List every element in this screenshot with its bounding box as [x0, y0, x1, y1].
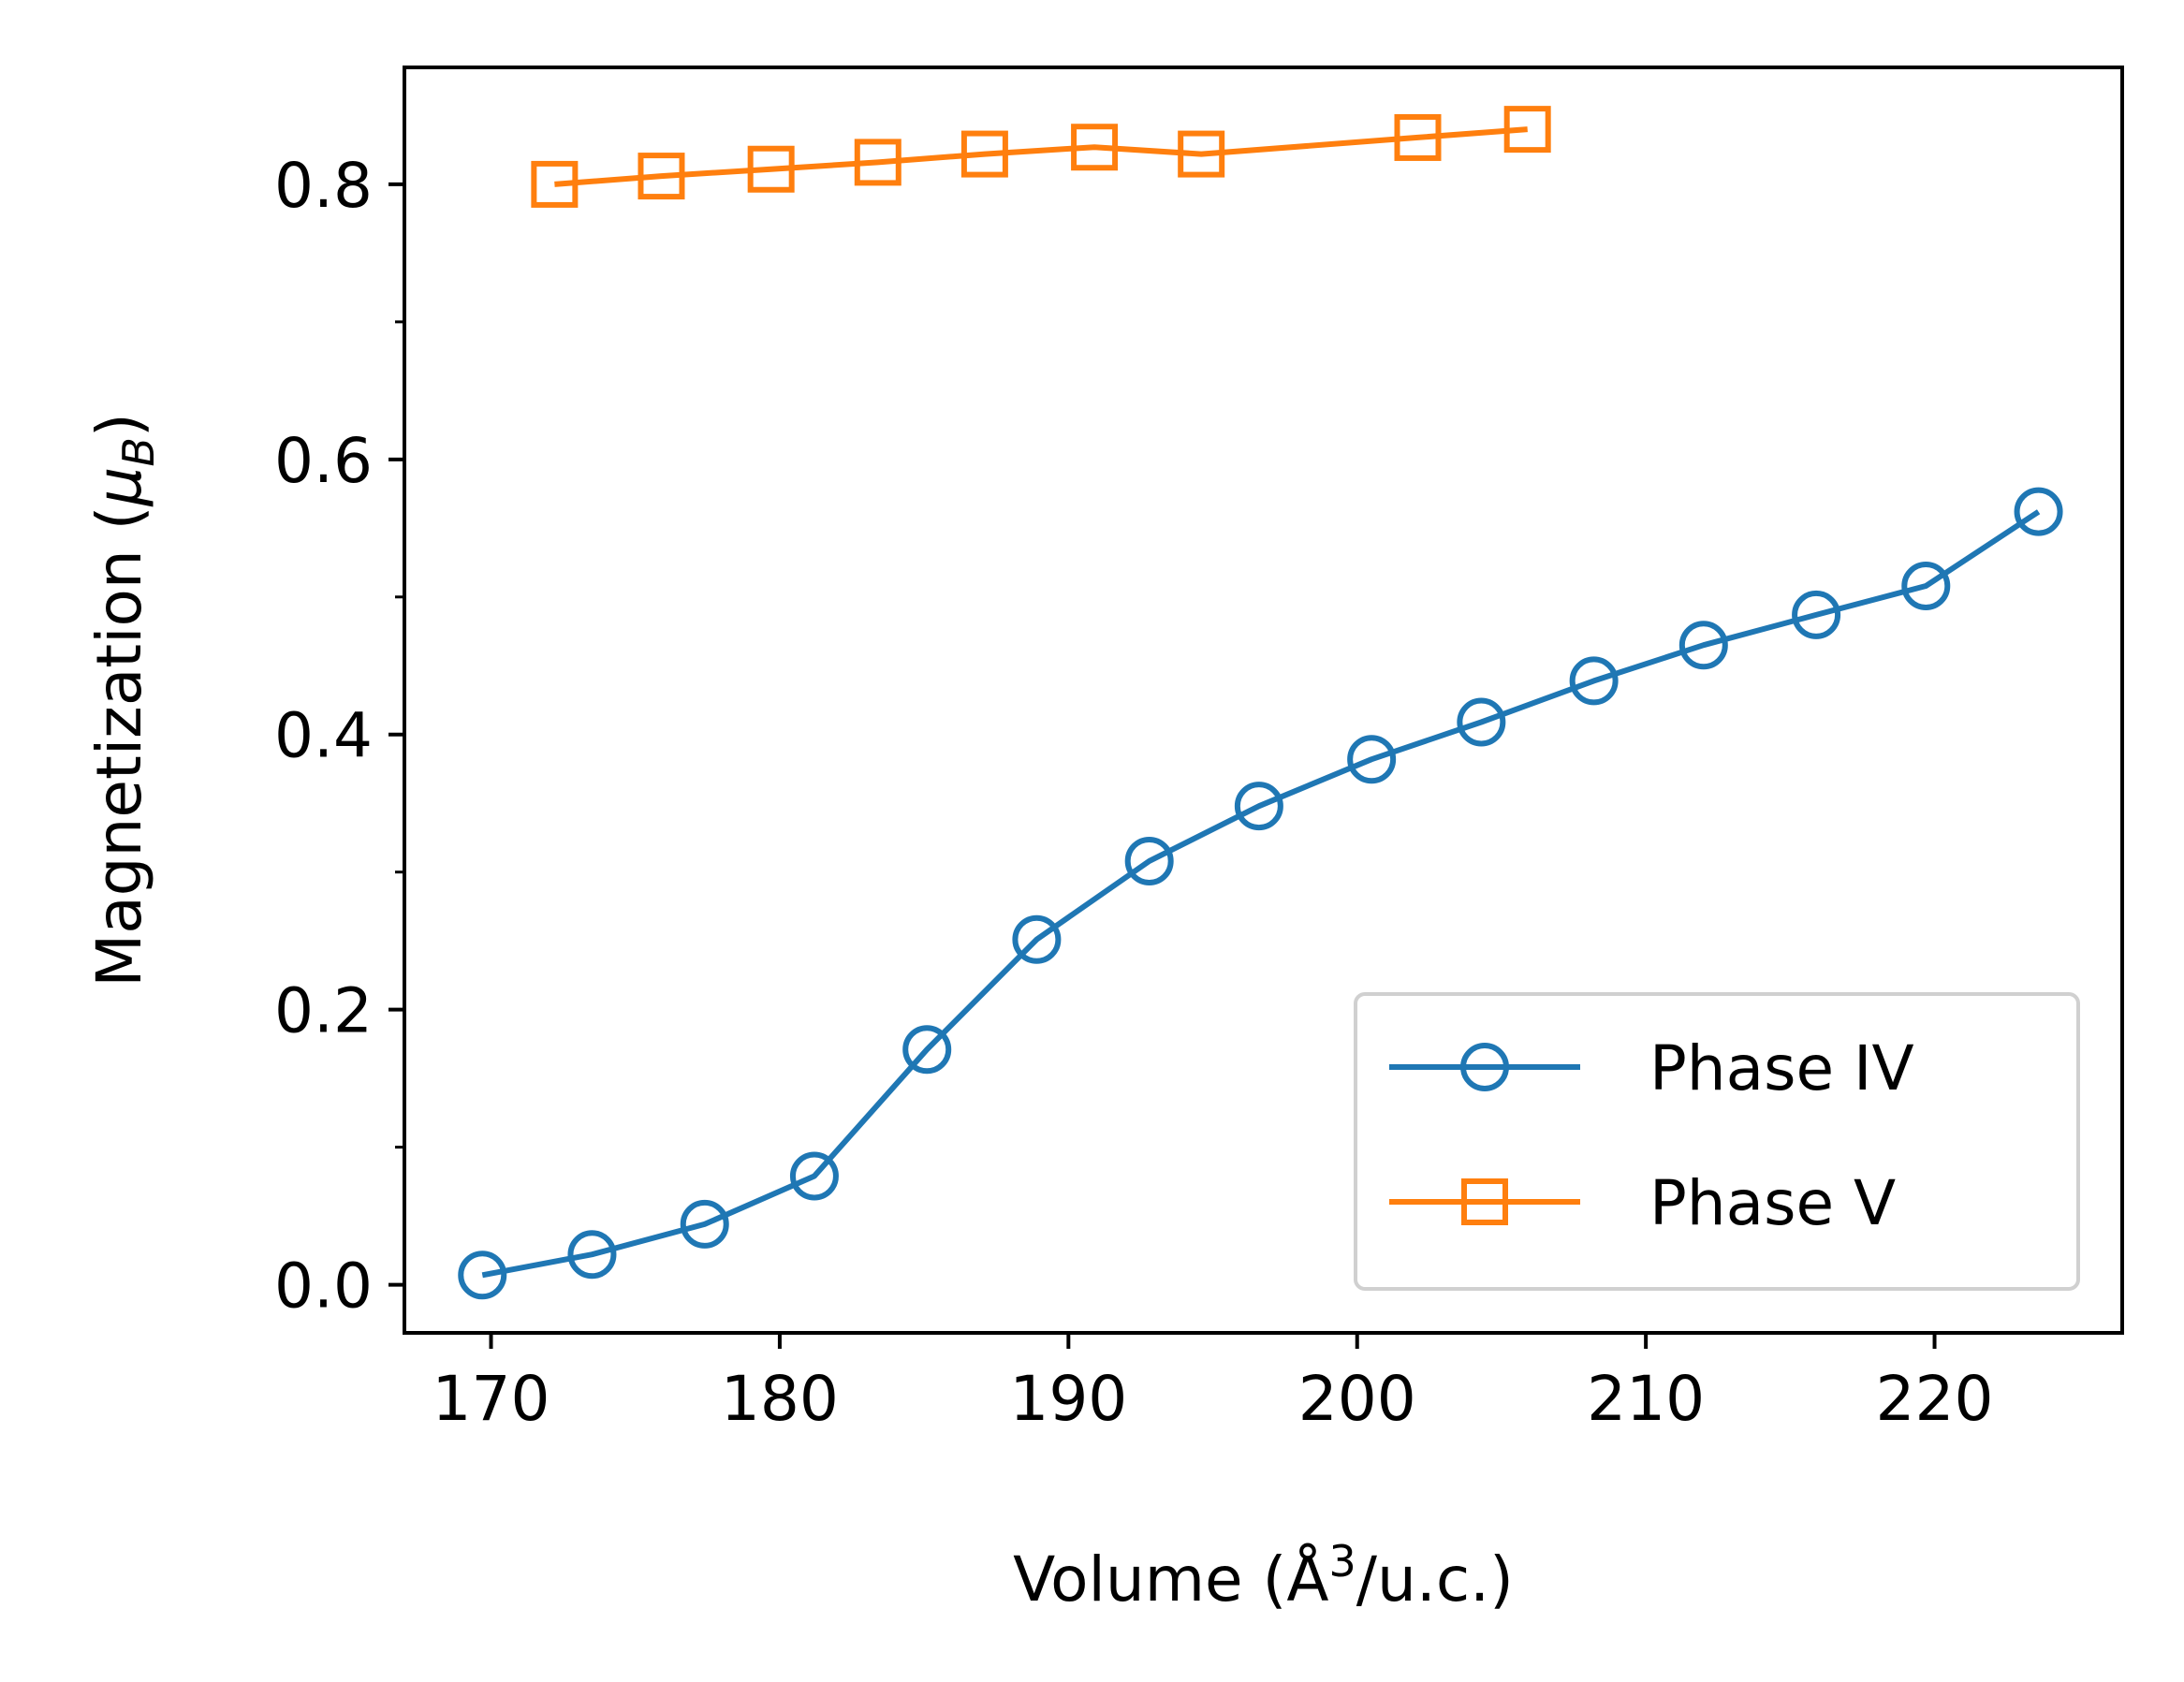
axes-frame: [403, 66, 2124, 1335]
data-point: [458, 1251, 507, 1300]
data-point: [680, 1199, 729, 1249]
data-point: [747, 145, 795, 193]
x-tick-label-220: 220: [1876, 1363, 1994, 1435]
x-tick-label-180: 180: [721, 1363, 839, 1435]
x-axis-title: Volume (Å3/u.c.): [1013, 1536, 1514, 1616]
y-tick-label-0.8: 0.8: [274, 150, 373, 222]
y-tick-label-0.2: 0.2: [274, 975, 373, 1047]
series-line: [554, 126, 1528, 187]
y-tick-label-0.0: 0.0: [274, 1251, 373, 1323]
data-point: [1792, 590, 1841, 639]
data-point: [1569, 656, 1619, 706]
data-point: [1071, 124, 1119, 171]
data-point: [960, 130, 1008, 178]
data-point: [1178, 130, 1225, 178]
x-tick-label-170: 170: [432, 1363, 550, 1435]
data-point: [789, 1151, 839, 1201]
data-point: [1347, 735, 1397, 784]
x-tick-label-190: 190: [1009, 1363, 1127, 1435]
data-point: [1457, 697, 1506, 747]
x-tick-label-210: 210: [1587, 1363, 1705, 1435]
x-tick-label-200: 200: [1298, 1363, 1416, 1435]
data-point: [531, 160, 579, 208]
data-point: [1901, 562, 1951, 611]
data-point: [567, 1230, 617, 1280]
y-axis-title: Magnetization (μB): [83, 413, 164, 987]
legend: Phase IV Phase V: [1354, 992, 2080, 1291]
data-point: [1012, 914, 1062, 964]
y-tick-label-0.6: 0.6: [274, 425, 373, 497]
data-point: [1394, 113, 1442, 161]
data-point: [1678, 621, 1728, 670]
y-tick-label-0.4: 0.4: [274, 700, 373, 772]
series-phase-v: [531, 106, 1551, 208]
data-point: [902, 1025, 952, 1075]
legend-entry-phase-v: Phase V: [1389, 1167, 1896, 1239]
ticks-layer: 170 180 190 200 210 220 0.0 0.2 0.4 0.6 0.8: [274, 150, 1993, 1435]
data-point: [1503, 106, 1551, 154]
legend-label: Phase V: [1649, 1167, 1896, 1239]
legend-entry-phase-iv: Phase IV: [1389, 1032, 1914, 1104]
data-point: [638, 153, 685, 200]
data-point: [1234, 782, 1283, 831]
data-point: [1124, 836, 1174, 885]
series-line: [481, 509, 2041, 1279]
data-point: [2014, 487, 2063, 536]
series-layer: [458, 106, 2063, 1300]
legend-marker: [1461, 1178, 1508, 1225]
legend-label: Phase IV: [1649, 1032, 1914, 1104]
data-point: [854, 139, 901, 186]
series-phase-iv: [458, 487, 2063, 1300]
legend-marker: [1460, 1043, 1509, 1091]
